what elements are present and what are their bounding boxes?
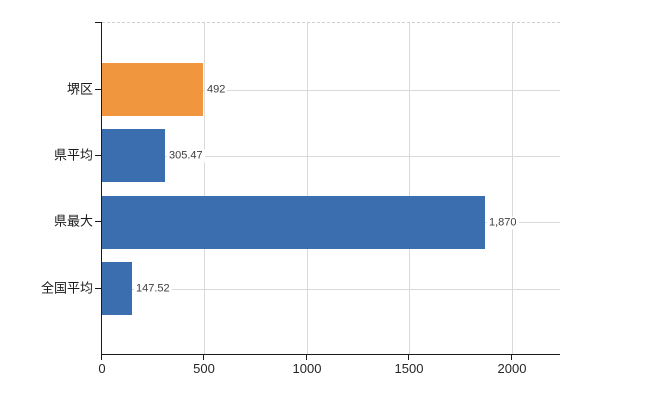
plot-area: 492 305.47 1,870 147.52 xyxy=(102,22,560,355)
gridline-vertical xyxy=(409,23,410,355)
x-axis-tick xyxy=(511,355,512,360)
bar-value-label: 492 xyxy=(205,83,228,97)
gridline-vertical xyxy=(204,23,205,355)
y-axis-tick xyxy=(95,221,102,222)
x-axis xyxy=(101,354,560,355)
bar xyxy=(102,262,132,315)
category-label: 全国平均 xyxy=(40,280,93,296)
x-axis-tick xyxy=(101,355,102,360)
x-axis-tick xyxy=(306,355,307,360)
y-axis-tick xyxy=(95,89,102,90)
y-axis-tick xyxy=(95,288,102,289)
bar-value-label: 147.52 xyxy=(134,282,172,296)
y-axis xyxy=(101,22,102,355)
x-tick-label: 2000 xyxy=(497,361,527,376)
x-tick-label: 1500 xyxy=(394,361,424,376)
category-label: 県最大 xyxy=(53,213,93,229)
x-axis-tick xyxy=(408,355,409,360)
gridline-vertical xyxy=(512,23,513,355)
x-tick-label: 0 xyxy=(98,361,106,376)
bar xyxy=(102,63,203,116)
gridline-horizontal xyxy=(102,90,560,91)
x-axis-tick xyxy=(203,355,204,360)
gridline-horizontal xyxy=(102,156,560,157)
bar xyxy=(102,129,165,182)
y-axis-tick xyxy=(95,22,102,23)
x-tick-label: 1000 xyxy=(292,361,322,376)
bar xyxy=(102,196,485,249)
y-axis-tick xyxy=(95,155,102,156)
bar-value-label: 1,870 xyxy=(487,216,519,230)
gridline-horizontal xyxy=(102,289,560,290)
category-label: 堺区 xyxy=(66,81,93,97)
bar-value-label: 305.47 xyxy=(167,149,205,163)
category-label: 県平均 xyxy=(53,147,93,163)
x-tick-label: 500 xyxy=(193,361,215,376)
gridline-vertical xyxy=(307,23,308,355)
